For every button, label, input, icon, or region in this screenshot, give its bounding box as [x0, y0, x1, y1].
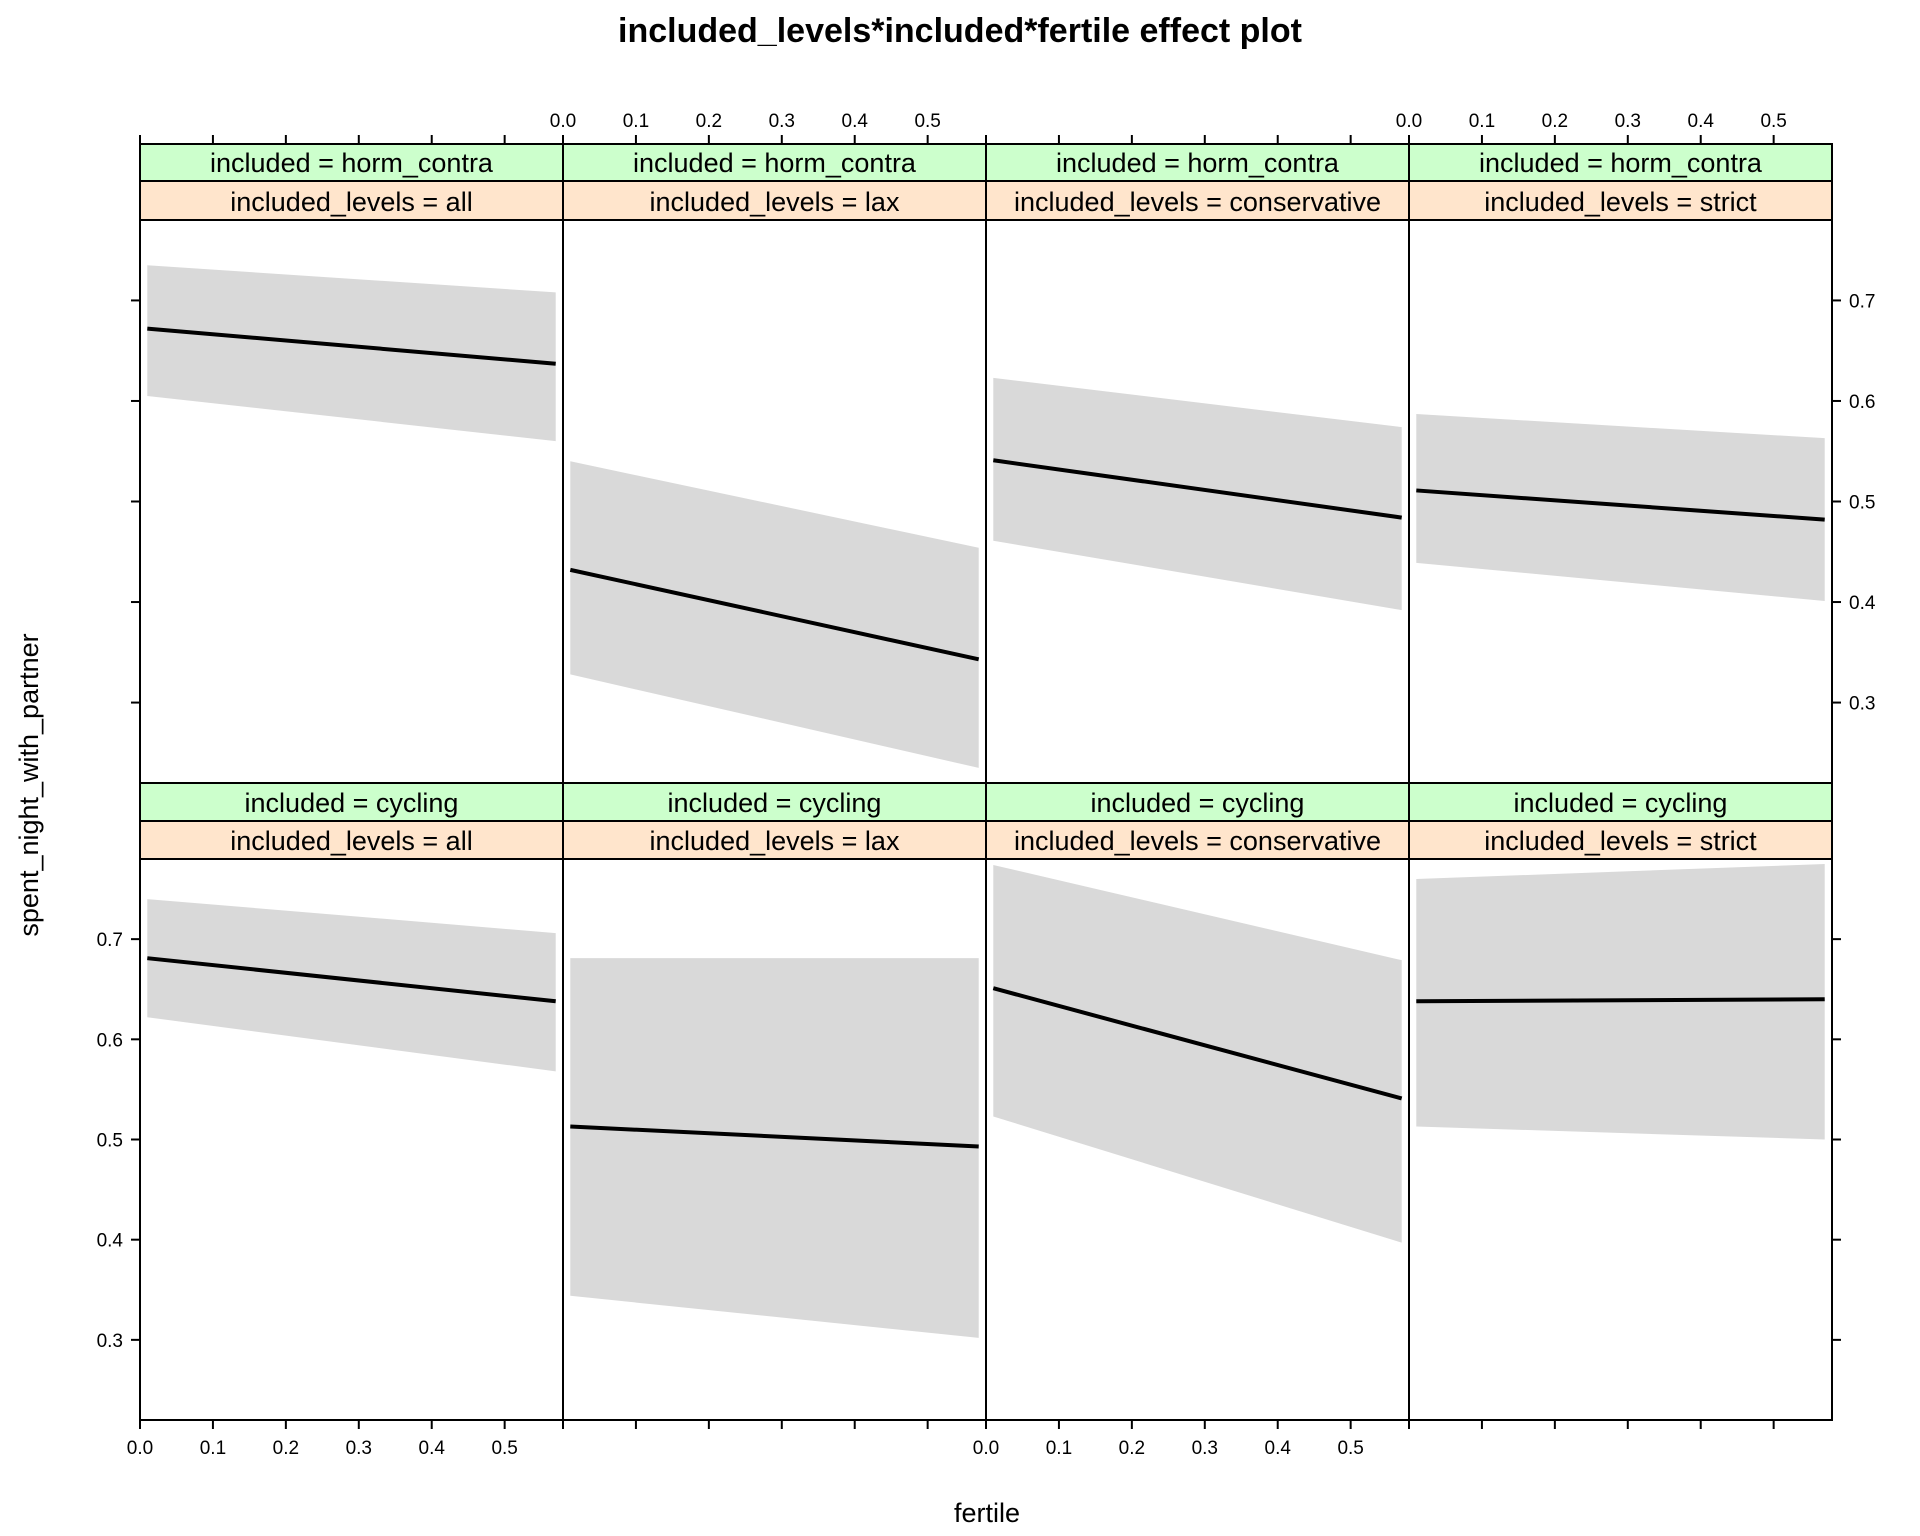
strip-label-included: included = horm_contra [633, 148, 917, 178]
chart-title: included_levels*included*fertile effect … [618, 12, 1302, 50]
strip-label-included-levels: included_levels = all [230, 826, 472, 856]
x-tick-label: 0.5 [914, 111, 940, 132]
fit-line [993, 458, 1402, 520]
x-tick-label: 0.4 [1265, 1438, 1292, 1459]
x-tick-label: 0.0 [973, 1438, 999, 1459]
x-tick-label: 0.1 [1469, 111, 1495, 132]
fit-line [1416, 488, 1825, 522]
x-tick-label: 0.1 [200, 1438, 226, 1459]
strip-label-included-levels: included_levels = conservative [1014, 826, 1381, 856]
strip-label-included-levels: included_levels = all [230, 187, 472, 217]
y-tick-label: 0.3 [97, 1331, 123, 1352]
strip-included [1408, 782, 1833, 822]
panel: included = cycling included_levels = cons… [985, 782, 1410, 1421]
strip-included [139, 782, 564, 822]
strip-label-included-levels: included_levels = strict [1484, 826, 1757, 856]
fit-line [569, 567, 980, 662]
x-tick-label: 0.2 [1542, 111, 1568, 132]
strip-included-levels [139, 180, 564, 221]
fit-line [147, 326, 556, 366]
panel: included = horm_contra included_levels = … [985, 143, 1410, 784]
y-tick-label: 0.5 [97, 1131, 123, 1152]
strip-included-levels [985, 180, 1410, 221]
x-tick-label: 0.4 [419, 1438, 446, 1459]
panel-border [139, 782, 564, 1421]
panel: included = cycling included_levels = all [139, 782, 564, 1421]
y-tick-label: 0.3 [1849, 694, 1875, 715]
x-tick-label: 0.1 [623, 111, 649, 132]
y-tick-label: 0.4 [97, 1231, 124, 1252]
y-axis-title: spent_night_with_partner [14, 633, 44, 936]
x-tick-label: 0.0 [1396, 111, 1422, 132]
strip-label-included: included = cycling [245, 788, 459, 818]
strip-included [985, 143, 1410, 182]
x-tick-label: 0.2 [273, 1438, 299, 1459]
strip-label-included: included = horm_contra [1056, 148, 1340, 178]
x-tick-label: 0.3 [1192, 1438, 1218, 1459]
strip-label-included-levels: included_levels = conservative [1014, 187, 1381, 217]
y-tick-label: 0.6 [97, 1030, 123, 1051]
panel-border [139, 143, 564, 784]
strip-label-included: included = horm_contra [1479, 148, 1763, 178]
strip-label-included: included = horm_contra [210, 148, 494, 178]
confidence-band [993, 377, 1402, 611]
x-tick-label: 0.5 [1760, 111, 1786, 132]
strip-label-included-levels: included_levels = lax [650, 826, 900, 856]
x-tick-label: 0.3 [769, 111, 795, 132]
panel: included = horm_contra included_levels = … [562, 143, 987, 784]
x-tick-label: 0.2 [1119, 1438, 1145, 1459]
x-tick-label: 0.2 [696, 111, 722, 132]
y-tick-label: 0.5 [1849, 493, 1875, 514]
x-tick-label: 0.5 [1337, 1438, 1363, 1459]
strip-label-included: included = cycling [1514, 788, 1728, 818]
y-tick-label: 0.6 [1849, 392, 1875, 413]
fit-line [1416, 997, 1825, 1004]
panel: included = cycling included_levels = lax [562, 782, 987, 1421]
strip-label-included: included = cycling [1091, 788, 1305, 818]
y-tick-label: 0.7 [97, 930, 123, 951]
panel-grid: included = horm_contra included_levels = … [97, 111, 1876, 1459]
x-tick-label: 0.4 [842, 111, 869, 132]
x-tick-label: 0.3 [346, 1438, 372, 1459]
strip-label-included-levels: included_levels = strict [1484, 187, 1757, 217]
x-tick-label: 0.5 [491, 1438, 517, 1459]
confidence-band [147, 899, 556, 1072]
x-axis-title: fertile [954, 1498, 1020, 1528]
x-tick-label: 0.4 [1688, 111, 1715, 132]
strip-included-levels [562, 820, 987, 860]
y-tick-label: 0.4 [1849, 593, 1876, 614]
panel: included = horm_contra included_levels = … [1408, 143, 1833, 784]
x-tick-label: 0.1 [1046, 1438, 1072, 1459]
confidence-band [570, 958, 979, 1338]
fit-line [147, 956, 556, 1004]
y-tick-label: 0.7 [1849, 291, 1875, 312]
confidence-band [1416, 414, 1825, 602]
x-tick-label: 0.0 [550, 111, 576, 132]
panel: included = cycling included_levels = stri… [1408, 782, 1833, 1421]
fit-line [992, 986, 1403, 1101]
confidence-band [147, 265, 556, 442]
strip-included-levels [985, 820, 1410, 860]
fit-line [570, 1124, 979, 1149]
strip-included-levels [1408, 820, 1833, 860]
strip-included-levels [139, 820, 564, 860]
x-tick-label: 0.0 [127, 1438, 153, 1459]
panel-border [1408, 782, 1833, 1421]
confidence-band [993, 865, 1402, 1243]
x-tick-label: 0.3 [1615, 111, 1641, 132]
strip-label-included: included = cycling [668, 788, 882, 818]
panel: included = horm_contra included_levels = … [139, 143, 564, 784]
strip-label-included-levels: included_levels = lax [650, 187, 900, 217]
